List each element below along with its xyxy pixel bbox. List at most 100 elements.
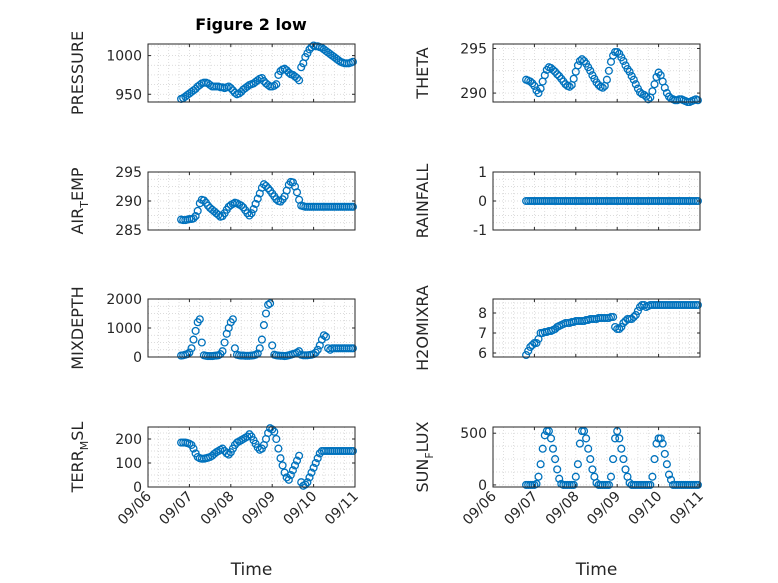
chart-8-point (619, 455, 628, 464)
chart-8-point (693, 480, 702, 489)
chart-2-point (644, 95, 653, 104)
chart-7-point (311, 458, 320, 468)
chart-6-axes-box (492, 298, 701, 358)
chart-3-ylabel: AIRTEMP (68, 167, 91, 234)
chart-2-point (693, 96, 702, 105)
chart-8-point (571, 472, 580, 481)
chart-5-point (261, 309, 271, 318)
chart-4-ytick-label: 1 (478, 165, 487, 181)
chart-5-ytick-label: 2000 (106, 292, 142, 308)
chart-7-point (301, 480, 310, 489)
chart-6-point (693, 300, 702, 310)
chart-7-point (305, 473, 314, 482)
chart-6-point (619, 318, 628, 328)
chart-7-point (348, 446, 357, 456)
chart-3-point (261, 181, 271, 190)
chart-1-point (243, 82, 252, 91)
chart-3-ytick-label: 285 (115, 223, 142, 239)
chart-5-point (319, 331, 328, 340)
chart-7-point (307, 468, 316, 477)
chart-7-point (218, 444, 227, 453)
chart-2-point (650, 80, 659, 89)
chart-6-ytick-label: 8 (478, 306, 487, 322)
chart-2-point (598, 83, 607, 92)
chart-5-point (220, 338, 229, 347)
chart-1-point (284, 68, 293, 77)
chart-8-ytick-label: 500 (460, 426, 487, 442)
chart-8-point (650, 455, 659, 464)
chart-5-point (313, 345, 322, 354)
chart-8-point (611, 434, 620, 443)
chart-1-axes-box (147, 43, 356, 103)
chart-2-series (522, 47, 702, 106)
chart-7-ytick-label: 0 (133, 480, 142, 496)
chart-3-point (264, 184, 273, 193)
chart-8-point (555, 474, 564, 483)
chart-3-point (189, 214, 198, 223)
chart-8-point (582, 434, 591, 443)
chart-7-point (313, 454, 322, 463)
chart-2-point (577, 55, 587, 64)
chart-5-point (321, 332, 331, 341)
chart-3-point (249, 205, 258, 214)
chart-1-point (297, 63, 306, 72)
chart-4-point (693, 196, 702, 206)
chart-5-point (187, 344, 196, 353)
chart-3-point (191, 212, 200, 221)
chart-5-point (197, 338, 206, 347)
chart-2-point (540, 71, 549, 80)
chart-7-point (303, 478, 312, 487)
chart-5-point (228, 315, 237, 324)
chart-3-point (199, 196, 208, 205)
chart-8-point (551, 455, 560, 464)
chart-2-point (526, 77, 535, 86)
chart-8-point (646, 480, 655, 489)
chart-6-point (522, 350, 531, 360)
chart-7-point (245, 430, 254, 439)
chart-3-point (253, 194, 262, 203)
chart-6-point (629, 312, 638, 322)
chart-8-point (569, 480, 578, 489)
chart-8-point (621, 465, 630, 474)
chart-6-point (609, 312, 618, 322)
chart-1-point (334, 56, 343, 65)
chart-8-point (658, 439, 667, 448)
chart-7-point (286, 470, 295, 480)
chart-5-axes: 0 1000 2000 MIXDEPTH (68, 286, 357, 370)
chart-3-point (193, 206, 202, 215)
chart-6-point (633, 306, 642, 316)
chart-7-point (270, 427, 279, 436)
chart-8-point (548, 444, 558, 453)
figure-title: Figure 2 low (195, 15, 307, 34)
chart-6-point (617, 322, 626, 332)
chart-8-point (660, 449, 669, 458)
chart-3-series (177, 177, 357, 225)
chart-5-point (255, 344, 264, 353)
chart-7-point (189, 444, 198, 453)
chart-2-point (648, 87, 657, 96)
chart-4-axes: -1 0 1 RAINFALL (413, 164, 702, 239)
chart-6-point (528, 340, 537, 350)
chart-2-point (652, 72, 661, 82)
chart-7-point (274, 444, 283, 453)
chart-3-point (348, 202, 357, 211)
chart-1-point (348, 57, 357, 66)
chart-1-point (295, 76, 304, 85)
chart-1-axes: 950 1000 PRESSURE (68, 31, 357, 115)
chart-8-point (586, 455, 595, 464)
chart-2-ytick-label: 295 (460, 41, 487, 57)
chart-8-point (553, 465, 562, 474)
chart-8-point (588, 465, 597, 474)
chart-6-point (526, 342, 535, 352)
chart-4-series (522, 196, 702, 206)
chart-3-point (288, 178, 297, 187)
chart-2-axes-box (492, 43, 701, 103)
chart-7-point (290, 461, 300, 470)
chart-1-ytick-label: 950 (115, 87, 142, 103)
chart-6-ytick-label: 6 (478, 346, 487, 362)
chart-3-point (259, 180, 268, 189)
chart-8-point (536, 460, 545, 469)
chart-6-point (627, 314, 636, 324)
